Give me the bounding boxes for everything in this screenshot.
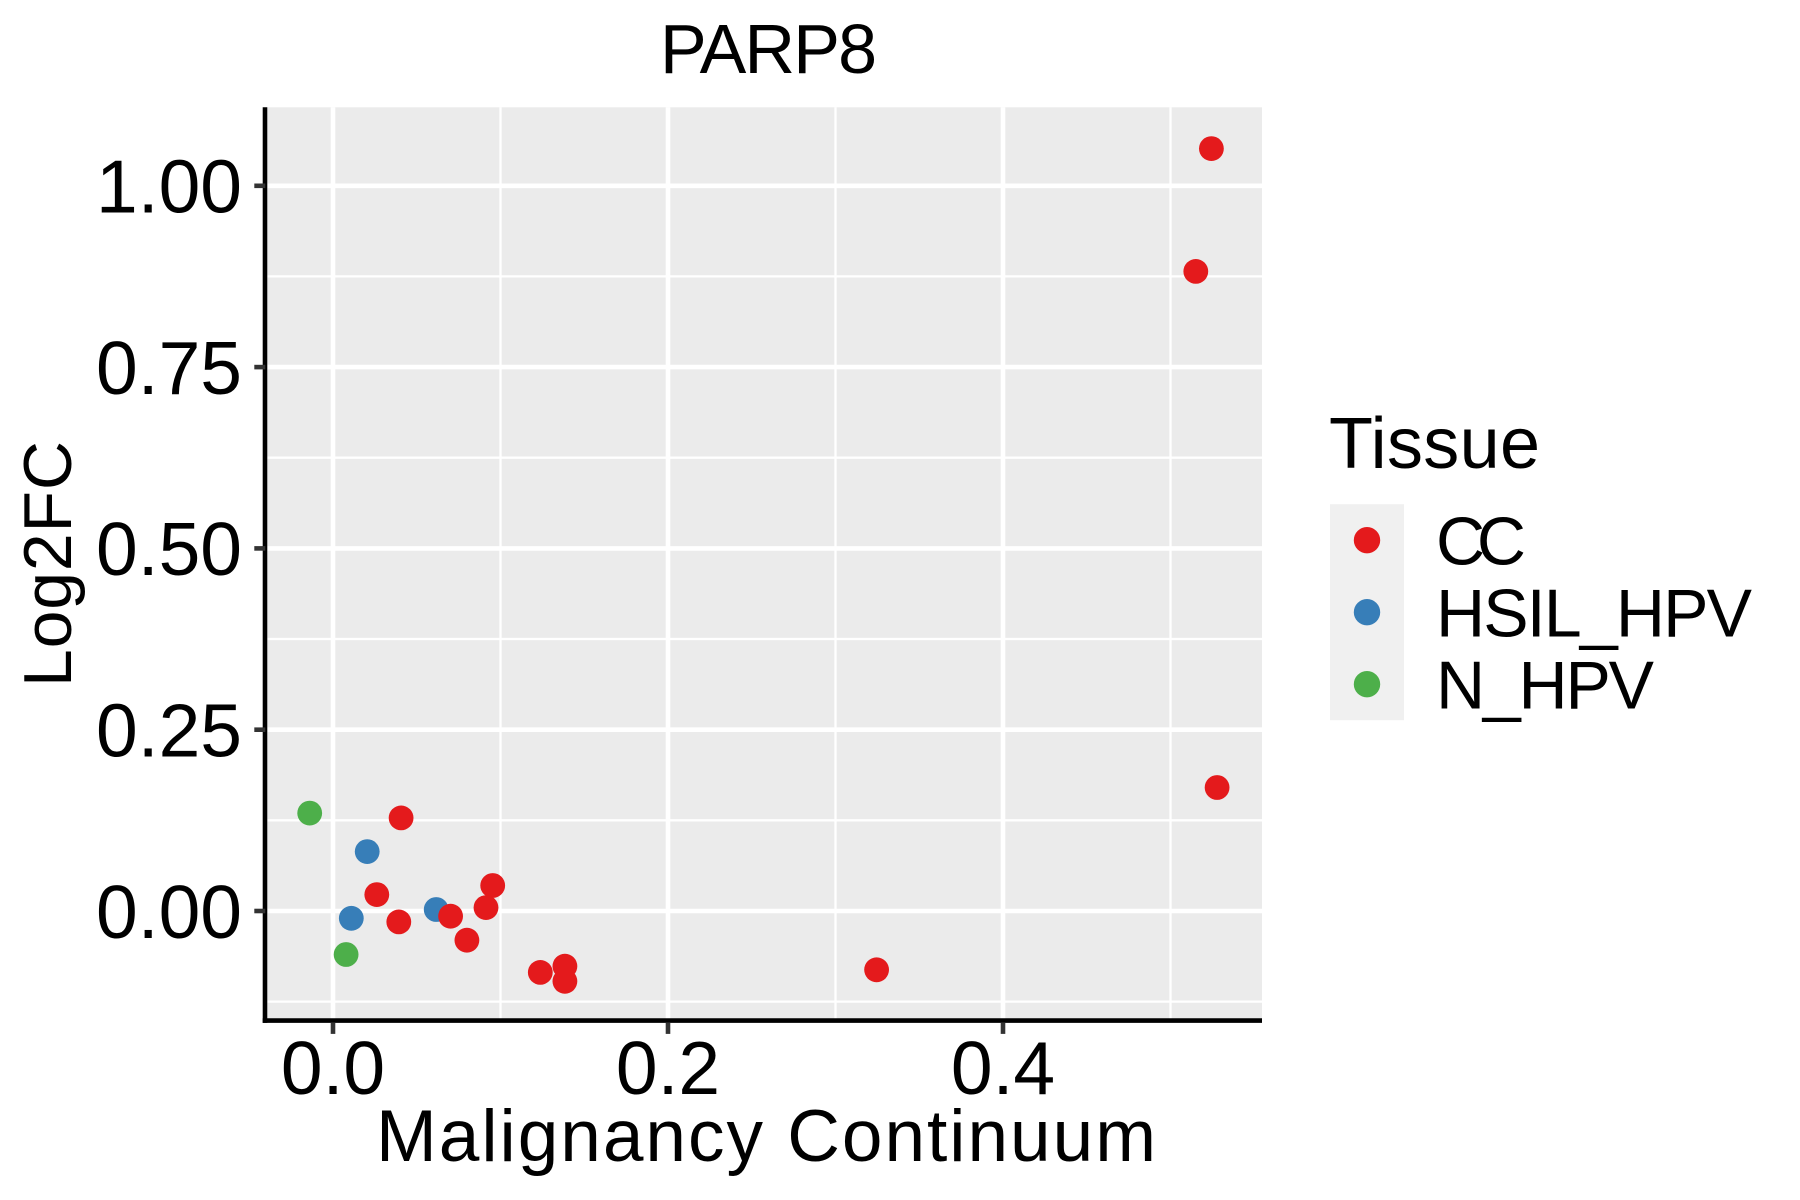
svg-text:0.0: 0.0 — [281, 1026, 385, 1110]
svg-text:0.00: 0.00 — [96, 870, 242, 954]
svg-text:N_HPV: N_HPV — [1436, 648, 1655, 724]
svg-text:0.75: 0.75 — [96, 326, 242, 410]
svg-text:PARP8: PARP8 — [660, 10, 877, 88]
svg-text:0.4: 0.4 — [951, 1026, 1055, 1110]
svg-text:Malignancy Continuum: Malignancy Continuum — [376, 1096, 1156, 1177]
svg-text:CC: CC — [1436, 504, 1526, 580]
svg-text:Log2FC: Log2FC — [10, 441, 86, 687]
svg-text:0.2: 0.2 — [616, 1026, 720, 1110]
svg-text:0.25: 0.25 — [96, 689, 242, 773]
svg-text:0.50: 0.50 — [96, 507, 242, 591]
svg-text:1.00: 1.00 — [96, 145, 242, 229]
svg-text:Tissue: Tissue — [1329, 404, 1540, 484]
svg-text:HSIL_HPV: HSIL_HPV — [1436, 576, 1753, 652]
